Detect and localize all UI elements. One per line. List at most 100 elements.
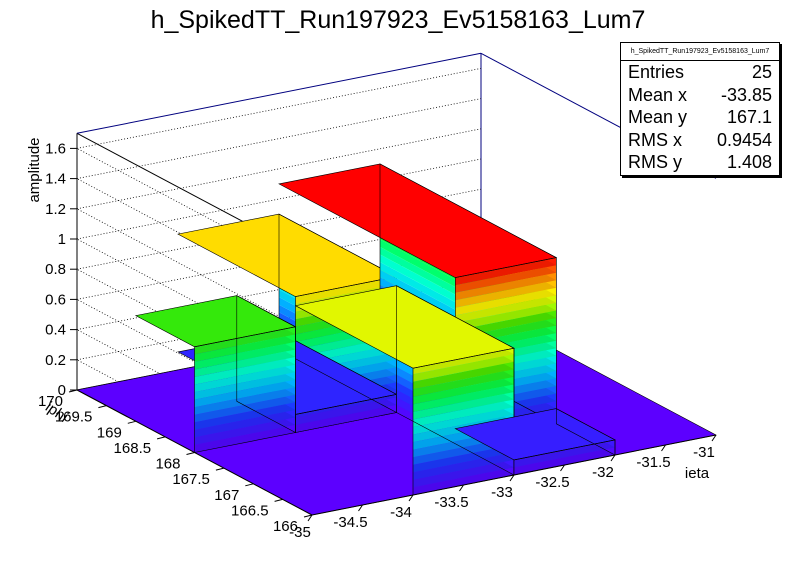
bar-side-outline xyxy=(236,295,296,433)
bar-front-band xyxy=(295,276,397,305)
bar-front-band xyxy=(194,394,296,423)
bar-front-band xyxy=(194,379,296,408)
y-tick-label: 166.5 xyxy=(231,502,269,519)
y-tick xyxy=(215,467,225,471)
x-tick xyxy=(560,464,565,472)
bar-front-band xyxy=(455,302,557,331)
bar-side-outline xyxy=(396,285,515,476)
x-tick-label: -31.5 xyxy=(636,454,670,471)
x-tick xyxy=(307,514,313,522)
bar-front-band xyxy=(455,257,557,286)
x-tick-label: -32.5 xyxy=(535,474,569,491)
grid-line xyxy=(76,98,482,179)
stats-value: 1.408 xyxy=(726,152,772,172)
y-tick xyxy=(245,483,254,487)
stats-value: -33.85 xyxy=(720,84,772,105)
bar-front-band xyxy=(295,397,397,425)
z-tick-label: 0.8 xyxy=(45,261,66,278)
bar-front-band xyxy=(194,357,296,385)
bar-front-band xyxy=(455,265,557,293)
stats-label: RMS y xyxy=(628,152,682,172)
bar-side-outline xyxy=(555,408,616,456)
stats-label: RMS x xyxy=(628,129,682,150)
bar-front-band xyxy=(194,424,296,453)
bar-front-band xyxy=(413,407,514,435)
bar-front-band xyxy=(413,384,514,412)
stats-row-rms-x: RMS x 0.9454 xyxy=(621,129,779,152)
x-tick xyxy=(661,444,666,452)
stats-value: 167.1 xyxy=(726,107,772,127)
grid-line xyxy=(76,68,482,149)
chart-title: h_SpikedTT_Run197923_Ev5158163_Lum7 xyxy=(150,6,646,34)
bar-front-band xyxy=(194,334,296,362)
bar-front-band xyxy=(295,394,397,418)
frame-edge xyxy=(76,52,482,134)
z-tick-label: 1.2 xyxy=(45,201,66,218)
z-tick-label: 0.6 xyxy=(45,291,66,308)
x-tick xyxy=(459,484,464,492)
y-tick-label: 168.5 xyxy=(114,440,152,457)
bar-front-band xyxy=(295,404,397,433)
x-tick-label: -34.5 xyxy=(333,514,367,531)
bar-front-band xyxy=(413,361,514,390)
x-tick-label: -33 xyxy=(491,484,513,501)
y-tick xyxy=(274,498,283,502)
x-tick-label: -31 xyxy=(693,444,715,461)
bar-front-band xyxy=(194,417,296,445)
bar-front-band xyxy=(413,354,514,382)
bar-front-band xyxy=(194,341,296,370)
z-axis-label: amplitude xyxy=(26,137,43,202)
stats-row-mean-x: Mean x -33.85 xyxy=(621,84,779,107)
bar-front-band xyxy=(413,459,514,488)
bar-front-band xyxy=(413,369,514,397)
bar-front-band xyxy=(413,444,514,473)
bar-front-band xyxy=(455,295,557,323)
y-tick-label: 170 xyxy=(38,393,63,410)
z-tick-label: 0 xyxy=(58,382,66,399)
z-tick-label: 1.6 xyxy=(45,140,66,157)
y-tick xyxy=(156,436,166,440)
x-tick-label: -35 xyxy=(289,524,311,541)
x-tick-label: -32 xyxy=(592,464,614,481)
bar-front-band xyxy=(455,272,557,301)
bar-front-band xyxy=(413,467,514,495)
y-tick xyxy=(127,420,136,424)
bar-front-band xyxy=(514,447,615,475)
bar-front-band xyxy=(194,326,296,355)
stats-label: Entries xyxy=(628,62,685,82)
stats-label: Mean x xyxy=(628,84,688,105)
x-tick xyxy=(610,454,616,462)
x-tick xyxy=(358,504,363,512)
y-tick-label: 166 xyxy=(273,518,298,535)
y-tick-label: 167 xyxy=(214,487,239,504)
x-axis-label: ieta xyxy=(685,465,710,482)
bar-front-band xyxy=(455,280,557,308)
x-tick-label: -33.5 xyxy=(434,494,468,511)
y-tick xyxy=(186,452,195,455)
z-tick-label: 0.2 xyxy=(45,352,66,369)
x-tick xyxy=(509,474,515,482)
x-tick-label: -34 xyxy=(390,504,412,521)
bar-front-band xyxy=(413,348,514,375)
stats-header: h_SpikedTT_Run197923_Ev5158163_Lum7 xyxy=(621,43,779,61)
bar-front-band xyxy=(194,349,296,377)
z-tick-label: 1.4 xyxy=(45,171,66,188)
bar-front-band xyxy=(413,392,514,420)
stats-box: h_SpikedTT_Run197923_Ev5158163_Lum7 Entr… xyxy=(620,42,780,176)
stats-row-mean-y: Mean y 167.1 xyxy=(621,106,779,129)
bar-front-band xyxy=(194,372,296,400)
bar-front-band xyxy=(194,402,296,430)
bar-front-band xyxy=(455,287,557,316)
stats-value: 25 xyxy=(751,62,772,82)
y-tick xyxy=(98,405,107,409)
bar-front-band xyxy=(194,387,296,415)
bar-front-band xyxy=(413,376,514,405)
bar-front-band xyxy=(413,399,514,428)
y-tick-label: 169 xyxy=(97,424,122,441)
stats-row-entries: Entries 25 xyxy=(621,61,779,84)
y-tick-label: 167.5 xyxy=(172,471,210,488)
x-tick xyxy=(711,434,717,442)
bar-front-band xyxy=(413,452,514,480)
stats-value: 0.9454 xyxy=(716,129,772,150)
